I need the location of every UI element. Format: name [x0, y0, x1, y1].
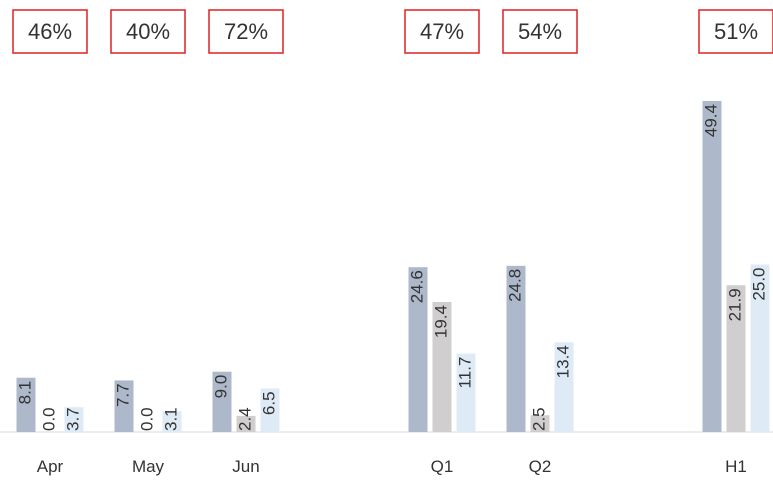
bar: [432, 302, 452, 432]
bar: [554, 342, 574, 432]
data-label: 2.5: [529, 407, 548, 431]
bar: [212, 371, 232, 432]
x-tick-label: Apr: [37, 457, 64, 476]
percent-label: 46%: [28, 19, 72, 44]
data-label: 2.4: [235, 407, 254, 431]
bar: [260, 388, 280, 432]
bar: [16, 377, 36, 432]
bar: [702, 101, 722, 433]
percent-box: [404, 9, 480, 54]
bar: [236, 415, 256, 432]
bar: [114, 380, 134, 432]
bar: [506, 265, 526, 432]
data-label: 19.4: [431, 305, 450, 338]
data-label: 24.8: [505, 269, 524, 302]
x-tick-label: Q2: [529, 457, 552, 476]
data-label: 21.9: [725, 288, 744, 321]
data-label: 9.0: [211, 375, 230, 399]
data-label: 3.1: [161, 407, 180, 431]
bar: [750, 264, 770, 432]
percent-label: 51%: [714, 19, 758, 44]
data-label: 25.0: [749, 268, 768, 301]
data-label: 3.7: [63, 407, 82, 431]
x-tick-label: Q1: [431, 457, 454, 476]
bar: [162, 411, 182, 432]
percent-label: 40%: [126, 19, 170, 44]
percent-box: [502, 9, 578, 54]
x-tick-label: Jun: [232, 457, 259, 476]
percent-box: [698, 9, 773, 54]
data-label: 24.6: [407, 270, 426, 303]
percent-box: [208, 9, 284, 54]
data-label: 0.0: [39, 407, 58, 431]
data-label: 0.0: [137, 407, 156, 431]
data-label: 8.1: [15, 381, 34, 405]
bar: [726, 285, 746, 432]
percent-label: 72%: [224, 19, 268, 44]
percent-box: [110, 9, 186, 54]
percent-box: [12, 9, 88, 54]
percent-label: 54%: [518, 19, 562, 44]
x-tick-label: May: [132, 457, 165, 476]
percent-label: 47%: [420, 19, 464, 44]
bar: [64, 407, 84, 432]
bar: [456, 353, 476, 432]
data-label: 49.4: [701, 104, 720, 137]
data-label: 11.7: [455, 357, 474, 389]
data-label: 13.4: [553, 345, 572, 378]
data-label: 6.5: [259, 391, 278, 415]
data-label: 7.7: [113, 383, 132, 407]
bar: [408, 267, 428, 432]
bar: [530, 415, 550, 432]
x-tick-label: H1: [725, 457, 747, 476]
